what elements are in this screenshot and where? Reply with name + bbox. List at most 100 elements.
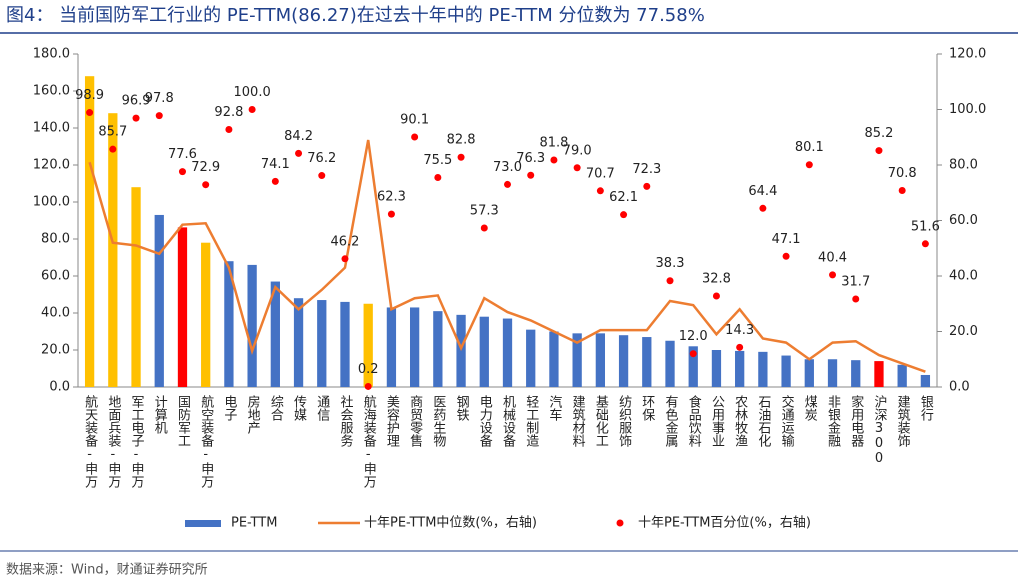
data-label: 62.1	[609, 190, 638, 205]
y-tick-label: 40.0	[41, 306, 70, 321]
data-label: 70.8	[888, 166, 917, 181]
bar	[874, 361, 884, 387]
data-label: 64.4	[748, 184, 777, 199]
x-tick-label: 建筑装饰	[895, 395, 911, 447]
x-tick-label: 汽车	[546, 395, 562, 421]
point	[109, 145, 117, 153]
point	[759, 204, 767, 212]
bar	[688, 346, 698, 387]
data-label: 72.9	[191, 160, 220, 175]
data-label: 79.0	[563, 143, 592, 158]
point	[689, 350, 697, 358]
bar	[433, 311, 443, 387]
data-label: 92.8	[214, 105, 243, 120]
bar	[549, 331, 559, 387]
x-tick-label: 有色金属	[663, 395, 679, 448]
y2-tick-label: 0.0	[949, 380, 970, 395]
x-tick-label: 计算机	[152, 395, 168, 435]
data-label: 0.2	[358, 362, 379, 377]
y-tick-label: 80.0	[41, 232, 70, 247]
data-label: 51.6	[911, 219, 940, 234]
legend-swatch	[616, 519, 624, 527]
bar	[363, 303, 373, 387]
x-tick-label: 社会服务	[337, 394, 353, 447]
point	[202, 181, 210, 189]
x-tick-label: 交通运输	[779, 394, 795, 447]
point	[620, 211, 628, 219]
y2-tick-label: 60.0	[949, 213, 978, 228]
point	[225, 125, 233, 133]
point	[480, 224, 488, 232]
data-label: 85.2	[864, 126, 893, 141]
legend-label: 十年PE-TTM百分位(%，右轴)	[638, 516, 811, 531]
point	[875, 147, 883, 155]
point	[921, 240, 929, 248]
bar	[84, 76, 95, 387]
x-tick-label: 房地产	[245, 394, 261, 435]
bar	[340, 301, 350, 387]
bar	[108, 113, 118, 387]
x-tick-label: 电子	[221, 395, 237, 421]
bar	[479, 316, 489, 387]
bar	[201, 242, 211, 387]
x-tick-label: 钢铁	[454, 395, 470, 421]
chart-title: 图4： 当前国防军工行业的 PE-TTM(86.27)在过去十年中的 PE-TT…	[6, 5, 705, 26]
point	[132, 114, 140, 122]
x-tick-label: 轻工制造	[523, 395, 539, 448]
point	[666, 277, 674, 285]
data-label: 74.1	[261, 157, 290, 172]
bar	[293, 298, 304, 387]
x-tick-label: 建筑材料	[570, 395, 586, 447]
point	[643, 182, 651, 190]
data-label: 38.3	[656, 256, 685, 271]
x-tick-label: 航空装备-申万	[198, 394, 214, 489]
legend-label: 十年PE-TTM中位数(%，右轴)	[364, 516, 537, 531]
bar	[920, 374, 931, 387]
point	[527, 171, 535, 179]
x-tick-label: 航天装备-申万	[82, 394, 98, 489]
x-tick-label: 食品饮料	[686, 394, 702, 447]
bar	[270, 281, 280, 387]
bar	[409, 307, 420, 387]
point	[155, 112, 163, 120]
x-tick-label: 美容护理	[384, 395, 400, 447]
data-label: 96.9	[122, 94, 151, 109]
legend-label: PE-TTM	[231, 516, 277, 531]
bar	[595, 333, 606, 387]
x-tick-label: 沪深300	[871, 394, 887, 466]
x-tick-label: 纺织服饰	[616, 395, 632, 447]
bar	[897, 364, 907, 387]
x-tick-label: 家用电器	[848, 394, 864, 448]
data-label: 81.8	[539, 136, 568, 151]
bar	[618, 335, 629, 387]
x-tick-label: 军工电子-申万	[129, 395, 145, 489]
data-label: 90.1	[400, 112, 429, 127]
y-tick-label: 100.0	[33, 195, 70, 210]
y2-tick-label: 20.0	[949, 324, 978, 339]
x-tick-label: 石油石化	[755, 395, 771, 448]
data-label: 76.2	[307, 151, 336, 166]
data-label: 75.5	[423, 153, 452, 168]
point	[271, 177, 279, 185]
y-tick-label: 120.0	[33, 158, 70, 173]
source: 数据来源：Wind，财通证券研究所	[6, 562, 208, 578]
bar	[131, 187, 141, 387]
point	[295, 149, 303, 157]
bar	[711, 350, 722, 387]
data-label: 12.0	[679, 329, 708, 344]
data-label: 77.6	[168, 147, 197, 162]
x-tick-label: 环保	[639, 395, 655, 421]
point	[504, 180, 511, 188]
point	[411, 133, 419, 141]
bar	[572, 333, 582, 387]
y-tick-label: 140.0	[33, 121, 70, 136]
point	[852, 295, 860, 303]
y2-tick-label: 40.0	[949, 269, 978, 284]
bar	[247, 264, 257, 387]
y-tick-label: 0.0	[49, 380, 70, 395]
point	[434, 173, 442, 181]
point	[712, 292, 720, 300]
bar	[386, 307, 397, 387]
point	[550, 156, 558, 164]
